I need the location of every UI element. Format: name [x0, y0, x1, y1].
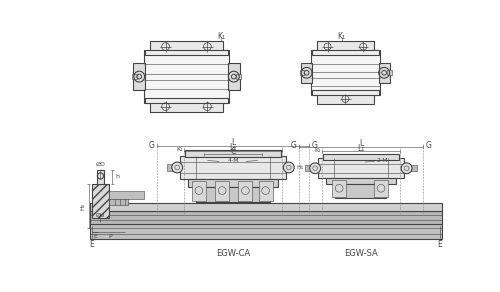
Circle shape [284, 162, 294, 173]
Bar [300, 70, 304, 75]
Bar [90, 225, 442, 239]
Bar [305, 165, 312, 171]
Bar [144, 51, 229, 103]
Text: G: G [312, 141, 317, 150]
Bar [90, 203, 442, 211]
Bar [323, 154, 399, 160]
Text: H₁: H₁ [296, 165, 304, 170]
Bar [238, 180, 252, 201]
Bar [301, 63, 312, 83]
Bar [258, 180, 272, 201]
Bar [378, 63, 390, 83]
Bar [228, 63, 240, 91]
Bar [133, 63, 145, 91]
Bar [96, 170, 104, 184]
Bar [92, 184, 109, 218]
Bar [167, 164, 173, 171]
Text: K₁: K₁ [338, 32, 345, 41]
Circle shape [401, 163, 412, 174]
Bar [146, 98, 228, 103]
Bar [332, 180, 346, 197]
Bar [185, 150, 281, 157]
Text: H₀: H₀ [81, 203, 86, 210]
Text: G: G [149, 141, 154, 150]
Text: P: P [108, 234, 112, 239]
Bar [192, 180, 206, 201]
Bar [150, 41, 223, 52]
Text: EGW-CA: EGW-CA [216, 249, 250, 258]
Text: 4-M: 4-M [227, 158, 239, 163]
Bar [312, 51, 378, 55]
Text: L₁: L₁ [230, 143, 236, 152]
Text: 2-M: 2-M [376, 158, 388, 163]
Bar [410, 165, 416, 171]
Bar [312, 91, 378, 95]
Text: E: E [438, 240, 442, 249]
Text: ØD: ØD [96, 162, 106, 167]
Bar [132, 74, 137, 79]
Bar [316, 41, 374, 52]
Text: Ød: Ød [96, 213, 105, 218]
Text: E: E [93, 234, 97, 239]
Bar [318, 158, 404, 178]
Text: C: C [230, 147, 235, 156]
Text: K₁: K₁ [176, 147, 182, 152]
Text: K₁: K₁ [314, 148, 320, 153]
Bar [326, 178, 396, 185]
Text: EGW-SA: EGW-SA [344, 249, 378, 258]
Text: h: h [115, 174, 119, 179]
Bar [236, 74, 241, 79]
Bar [188, 179, 278, 187]
Bar [310, 51, 380, 95]
Bar [90, 211, 442, 225]
Bar [196, 187, 270, 202]
Bar [109, 199, 128, 205]
Circle shape [310, 163, 320, 174]
Text: E: E [90, 240, 94, 249]
Text: L: L [231, 138, 235, 147]
Text: K₁: K₁ [218, 32, 226, 41]
Text: L: L [359, 139, 363, 148]
Bar [336, 185, 386, 198]
Bar [150, 101, 223, 112]
Bar [146, 51, 228, 55]
Bar [180, 156, 286, 179]
Bar [215, 180, 229, 201]
Bar [374, 180, 388, 197]
Bar [109, 191, 144, 199]
Bar [316, 93, 374, 104]
Text: L₁: L₁ [357, 144, 364, 153]
Bar [387, 70, 392, 75]
Circle shape [172, 162, 182, 173]
Text: G: G [425, 141, 431, 150]
Text: G: G [290, 141, 296, 150]
